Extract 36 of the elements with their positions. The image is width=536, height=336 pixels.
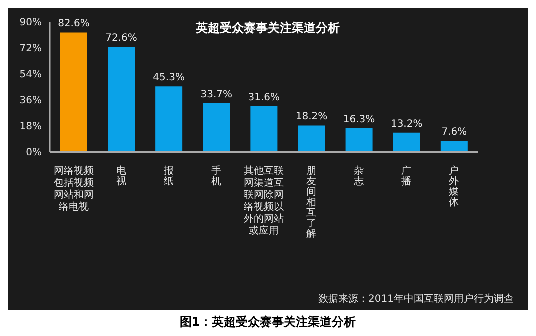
- x-tick-label: 网络视频包括视频网站和网络电视: [54, 165, 94, 213]
- data-label: 82.6%: [58, 18, 90, 30]
- data-label: 72.6%: [106, 33, 138, 44]
- y-tick-label: 54%: [20, 70, 42, 81]
- data-label: 16.3%: [343, 114, 376, 126]
- data-label: 31.6%: [248, 92, 280, 104]
- y-tick-label: 36%: [20, 96, 42, 107]
- bar: [250, 106, 278, 152]
- bar: [156, 86, 183, 152]
- chart-title: 英超受众赛事关注渠道分析: [196, 21, 340, 35]
- x-tick-label: 杂志: [354, 165, 364, 188]
- data-label: 7.6%: [442, 127, 468, 138]
- y-tick-label: 90%: [20, 18, 42, 29]
- x-tick-label: 报纸: [162, 165, 174, 188]
- x-tick-label: 朋友间相互了解: [306, 166, 317, 240]
- x-tick-label: 电视: [116, 165, 126, 188]
- y-tick-label: 18%: [20, 122, 42, 133]
- caption: 图1：英超受众赛事关注渠道分析: [178, 314, 358, 331]
- data-label: 13.2%: [390, 118, 423, 130]
- bar: [393, 132, 420, 152]
- data-label: 45.3%: [153, 72, 185, 84]
- x-tick-label: 其他互联网渠道互联网除网络视频以外的网站或应用: [244, 165, 284, 237]
- bar: [108, 47, 136, 152]
- data-label: 18.2%: [296, 112, 328, 123]
- data-label: 33.7%: [200, 89, 233, 100]
- bar: [440, 141, 468, 152]
- y-tick-label: 72%: [20, 44, 42, 55]
- bar: [203, 103, 230, 152]
- y-tick-label: 0%: [26, 148, 42, 159]
- x-tick-label: 手机: [211, 165, 222, 188]
- source-note: 数据来源：2011年中国互联网用户行为调查: [318, 292, 514, 306]
- x-tick-label: 广播: [402, 165, 412, 188]
- bar: [60, 32, 88, 152]
- bar: [346, 128, 373, 152]
- bar: [298, 126, 326, 152]
- x-tick-label: 户外媒体: [449, 165, 460, 208]
